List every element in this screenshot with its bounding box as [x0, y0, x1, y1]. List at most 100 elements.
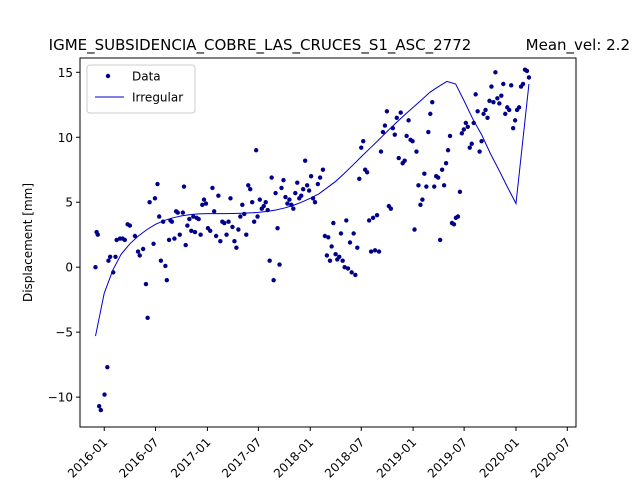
data-point — [380, 129, 386, 135]
data-point — [359, 145, 364, 150]
data-point — [459, 131, 465, 136]
data-point — [384, 109, 390, 114]
y-tick-label: 0 — [65, 261, 73, 275]
data-point — [510, 125, 516, 131]
data-point — [257, 197, 262, 202]
y-axis: −10 −5 0 5 10 15 — [48, 66, 80, 405]
data-point — [175, 210, 180, 215]
data-point — [172, 236, 177, 241]
data-point — [152, 196, 158, 201]
data-point — [345, 266, 351, 271]
data-point — [244, 232, 249, 237]
chart-title: IGME_SUBSIDENCIA_COBRE_LAS_CRUCES_S1_ASC… — [49, 36, 472, 55]
data-points-layer — [93, 67, 532, 413]
data-point — [277, 262, 282, 267]
data-point — [396, 155, 401, 161]
data-point — [497, 101, 502, 106]
data-point — [495, 96, 500, 101]
data-point — [236, 227, 241, 232]
data-point — [372, 248, 378, 253]
data-point — [106, 258, 111, 263]
data-point — [392, 132, 397, 137]
data-point — [203, 201, 209, 206]
data-point — [107, 254, 113, 259]
data-point — [224, 232, 229, 237]
data-point — [326, 235, 331, 240]
data-point — [483, 107, 488, 113]
data-point — [234, 245, 239, 250]
y-tick-label: 5 — [65, 196, 73, 210]
data-point — [251, 219, 257, 224]
data-point — [164, 277, 169, 283]
data-point — [255, 214, 260, 219]
data-point — [196, 216, 201, 222]
data-point — [183, 242, 188, 248]
data-point — [398, 110, 403, 115]
data-point — [420, 197, 425, 202]
data-point — [342, 264, 347, 270]
data-point — [213, 233, 219, 239]
data-point — [287, 197, 292, 202]
data-point — [240, 202, 245, 208]
data-point — [322, 233, 328, 239]
data-point — [355, 245, 360, 250]
data-point — [364, 170, 370, 175]
data-point — [249, 200, 255, 205]
data-point — [430, 99, 435, 105]
data-point — [418, 202, 423, 208]
data-point — [228, 196, 233, 201]
data-point — [324, 253, 330, 258]
data-point — [198, 232, 203, 237]
data-point — [312, 200, 318, 205]
data-point — [222, 220, 227, 226]
data-point — [114, 237, 119, 243]
data-point — [304, 183, 310, 188]
data-point — [370, 215, 376, 221]
data-point — [479, 138, 484, 144]
data-point — [337, 254, 342, 259]
data-point — [353, 272, 358, 278]
data-point — [96, 404, 102, 409]
data-point — [489, 84, 494, 89]
data-point — [127, 223, 133, 228]
data-point — [102, 392, 107, 397]
data-point — [253, 148, 259, 153]
data-point — [208, 228, 213, 234]
data-point — [242, 211, 247, 217]
legend-box — [86, 64, 196, 114]
data-point — [248, 187, 253, 192]
data-point — [424, 184, 429, 189]
data-point — [291, 206, 296, 211]
data-point — [105, 365, 110, 370]
data-point — [487, 98, 492, 104]
data-point — [156, 214, 162, 219]
y-axis-label: Displacement [mm] — [21, 183, 35, 302]
data-point — [306, 188, 312, 193]
data-point — [376, 249, 382, 254]
data-point — [281, 177, 286, 183]
data-point — [441, 183, 447, 188]
data-point — [143, 281, 149, 287]
data-point — [308, 174, 314, 179]
data-point — [388, 206, 394, 211]
data-point — [475, 109, 480, 114]
data-point — [520, 81, 526, 87]
data-point — [329, 244, 334, 249]
data-point — [271, 277, 276, 283]
data-point — [113, 254, 118, 259]
data-point — [416, 183, 421, 188]
y-tick-label: −10 — [48, 391, 73, 405]
data-point — [445, 148, 451, 153]
data-point — [406, 118, 411, 123]
data-point — [295, 180, 300, 185]
data-point — [447, 133, 453, 139]
data-point — [218, 239, 223, 244]
data-point — [163, 263, 168, 269]
data-point — [357, 176, 362, 182]
data-point — [151, 241, 156, 246]
data-point — [111, 270, 116, 275]
data-point — [181, 184, 187, 189]
data-point — [349, 270, 354, 275]
mean-velocity-label: Mean_vel: 2.2 — [526, 36, 630, 55]
